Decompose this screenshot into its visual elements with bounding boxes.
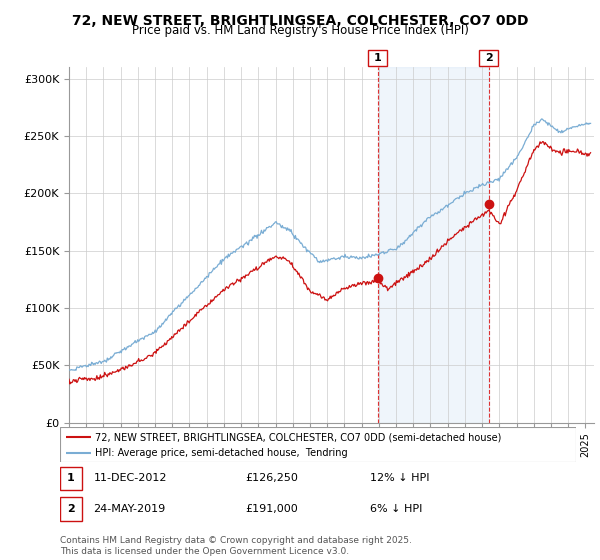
Bar xyxy=(378,67,489,423)
Text: 1: 1 xyxy=(374,53,382,63)
Text: Contains HM Land Registry data © Crown copyright and database right 2025.
This d: Contains HM Land Registry data © Crown c… xyxy=(60,536,412,556)
Text: £126,250: £126,250 xyxy=(246,473,299,483)
Text: £191,000: £191,000 xyxy=(246,504,299,514)
Text: Price paid vs. HM Land Registry's House Price Index (HPI): Price paid vs. HM Land Registry's House … xyxy=(131,24,469,37)
Text: 72, NEW STREET, BRIGHTLINGSEA, COLCHESTER, CO7 0DD: 72, NEW STREET, BRIGHTLINGSEA, COLCHESTE… xyxy=(72,14,528,28)
Text: 72, NEW STREET, BRIGHTLINGSEA, COLCHESTER, CO7 0DD (semi-detached house): 72, NEW STREET, BRIGHTLINGSEA, COLCHESTE… xyxy=(95,432,502,442)
Text: 1: 1 xyxy=(67,473,75,483)
Text: 2: 2 xyxy=(67,504,75,514)
Text: 24-MAY-2019: 24-MAY-2019 xyxy=(94,504,166,514)
FancyBboxPatch shape xyxy=(60,497,82,521)
FancyBboxPatch shape xyxy=(60,427,576,462)
FancyBboxPatch shape xyxy=(60,466,82,490)
Text: 12% ↓ HPI: 12% ↓ HPI xyxy=(370,473,429,483)
Text: 11-DEC-2012: 11-DEC-2012 xyxy=(94,473,167,483)
Text: 2: 2 xyxy=(485,53,493,63)
Text: HPI: Average price, semi-detached house,  Tendring: HPI: Average price, semi-detached house,… xyxy=(95,449,348,458)
Text: 6% ↓ HPI: 6% ↓ HPI xyxy=(370,504,422,514)
